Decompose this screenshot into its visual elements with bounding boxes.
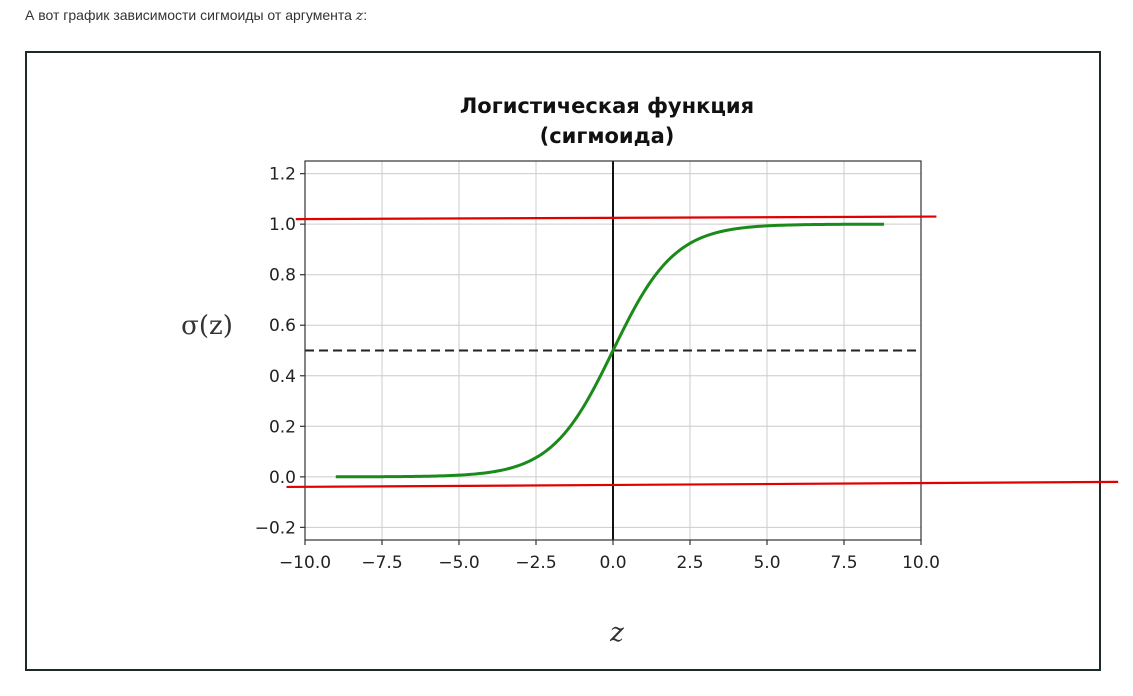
intro-sentence: А вот график зависимости сигмоиды от арг…: [25, 7, 356, 23]
y-tick-label: 0.6: [269, 316, 296, 336]
x-tick-label: 2.5: [676, 553, 703, 573]
x-tick-label: 5.0: [753, 553, 780, 573]
y-tick-label: 0.8: [269, 266, 296, 286]
x-tick-label: −7.5: [361, 553, 402, 573]
red-annotation-lines: [286, 215, 1119, 489]
intro-text: А вот график зависимости сигмоиды от арг…: [25, 7, 367, 24]
red-line-lower: [286, 480, 1119, 489]
intro-colon: :: [363, 7, 368, 23]
x-tick-label: −5.0: [438, 553, 479, 573]
chart-title-line1: Логистическая функция: [460, 94, 754, 118]
x-tick-label: −10.0: [279, 553, 331, 573]
figure-frame: [25, 51, 1101, 671]
y-tick-label: 1.0: [269, 215, 296, 235]
y-tick-label: 0.2: [269, 417, 296, 437]
axis-ticks: −10.0 −7.5 −5.0 −2.5 0.0 2.5 5.0 7.5 10.0 −0.2 0.0…: [255, 165, 940, 573]
sigmoid-curve: [335, 222, 885, 479]
y-tick-label: 1.2: [269, 165, 296, 185]
red-line-upper: [295, 215, 937, 221]
y-tick-label: 0.4: [269, 367, 296, 387]
x-tick-label: 7.5: [830, 553, 857, 573]
x-tick-label: 0.0: [599, 553, 626, 573]
intro-variable: z: [355, 8, 364, 24]
y-axis-label: σ(z): [181, 311, 233, 341]
y-tick-label: 0.0: [269, 468, 296, 488]
x-axis-label: z: [609, 618, 624, 648]
x-tick-label: 10.0: [902, 553, 940, 573]
chart-title-line2: (сигмоида): [540, 124, 675, 148]
x-tick-label: −2.5: [515, 553, 556, 573]
y-tick-label: −0.2: [255, 518, 296, 538]
